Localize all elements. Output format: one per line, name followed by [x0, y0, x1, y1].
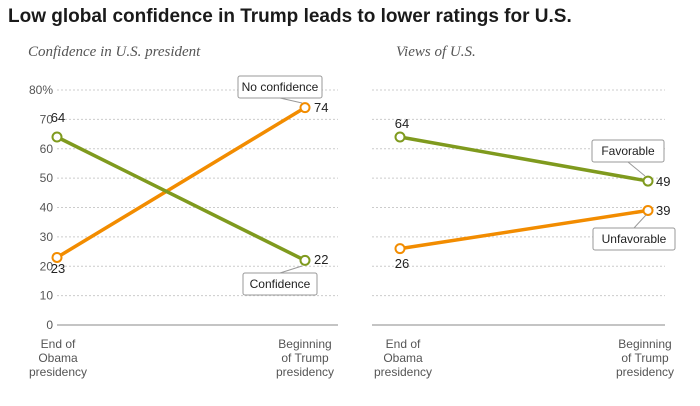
data-label-favorable: 64	[395, 116, 409, 131]
panel1-y-tick-label: 60	[40, 142, 54, 156]
panel1-y-tick-label: 50	[40, 171, 54, 185]
legend-callout-pointer	[633, 214, 647, 229]
data-label-confidence: 64	[51, 110, 65, 125]
panel1-y-tick-label: 70	[40, 112, 54, 126]
legend-callout-pointer	[279, 97, 303, 104]
data-label-no-confidence: 74	[314, 100, 328, 115]
data-point-confidence	[299, 254, 311, 266]
legend-callout-pointer	[627, 161, 646, 177]
panel1-y-tick-label: 0	[46, 318, 53, 332]
data-point-favorable	[642, 175, 654, 187]
panel1-x-label: End of Obama presidency	[29, 337, 87, 379]
legend-label-favorable: Favorable	[601, 144, 655, 158]
series-line-no-confidence	[55, 105, 307, 260]
panel2-x-label: Beginning of Trump presidency	[616, 337, 674, 379]
data-label-favorable: 49	[656, 174, 670, 189]
legend-callout-pointer	[279, 265, 303, 274]
data-label-unfavorable: 26	[395, 256, 409, 271]
data-point-no-confidence	[51, 251, 63, 263]
data-point-unfavorable	[394, 243, 406, 255]
panel2-x-label: End of Obama presidency	[374, 337, 432, 379]
data-point-unfavorable	[642, 204, 654, 216]
series-line-unfavorable	[398, 208, 650, 251]
panel2-subtitle: Views of U.S.	[396, 44, 476, 60]
panel1-y-tick-label: 10	[40, 289, 54, 303]
data-label-unfavorable: 39	[656, 203, 670, 218]
panel1-y-tick-label: 80%	[29, 83, 53, 97]
panel1-subtitle: Confidence in U.S. president	[28, 44, 201, 60]
data-point-no-confidence	[299, 102, 311, 114]
chart-title: Low global confidence in Trump leads to …	[8, 6, 572, 27]
data-point-favorable	[394, 131, 406, 143]
data-label-confidence: 22	[314, 252, 328, 267]
panel1-y-tick-label: 20	[40, 259, 54, 273]
panel1-x-label: Beginning of Trump presidency	[276, 337, 334, 379]
series-line-favorable	[398, 135, 650, 183]
data-label-no-confidence: 23	[51, 261, 65, 276]
panel1-y-tick-label: 40	[40, 201, 54, 215]
legend-label-unfavorable: Unfavorable	[602, 232, 667, 246]
legend-label-no-confidence: No confidence	[242, 80, 319, 94]
legend-label-confidence: Confidence	[250, 277, 311, 291]
data-point-confidence	[51, 131, 63, 143]
series-line-confidence	[55, 135, 307, 263]
panel1-y-tick-label: 30	[40, 230, 54, 244]
